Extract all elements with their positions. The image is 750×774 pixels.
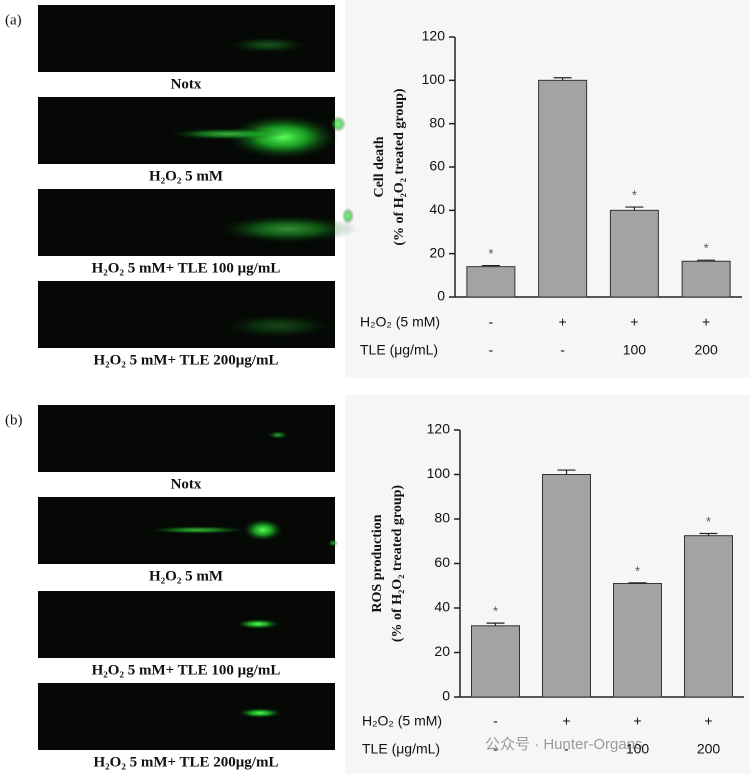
y-tick-label: 80 (429, 114, 445, 130)
fluorescence-signal (148, 526, 248, 534)
condition-value: 100 (623, 342, 647, 358)
fluorescence-signal (330, 116, 346, 132)
fluorescence-signal (236, 619, 280, 629)
fluorescence-signal (342, 208, 354, 224)
condition-value: + (633, 713, 641, 729)
condition-value: 200 (694, 342, 718, 358)
y-tick-label: 40 (434, 599, 450, 615)
y-tick-label: 40 (429, 201, 445, 217)
condition-label: TLE (μg/mL) (362, 741, 440, 757)
condition-label: TLE (μg/mL) (360, 342, 438, 358)
y-tick-label: 60 (429, 158, 445, 174)
bar (609, 209, 659, 298)
significance-mark: * (635, 563, 640, 578)
panel-label: (b) (5, 412, 23, 428)
y-axis-label: (% of H₂O₂ treated group) (392, 88, 407, 246)
fluorescence-signal (268, 431, 288, 439)
y-tick-label: 20 (429, 244, 445, 260)
bar (613, 583, 662, 698)
condition-label: H₂O₂ (5 mM) (360, 314, 440, 330)
significance-mark: * (706, 514, 711, 529)
fluorescence-signal (238, 708, 282, 718)
fluorescence-image (38, 405, 335, 472)
fluorescence-image (38, 683, 335, 750)
bar (471, 625, 520, 698)
y-tick-label: 100 (427, 465, 451, 481)
significance-mark: * (493, 604, 498, 619)
bar (681, 260, 731, 298)
condition-label: H₂O₂ (5 mM) (362, 713, 442, 729)
fluorescence-signal (328, 539, 338, 547)
image-caption: H₂O₂ 5 mM+ TLE 200μg/mL (94, 352, 279, 368)
y-tick-label: 0 (442, 688, 450, 704)
bar (538, 79, 588, 298)
condition-value: + (630, 314, 638, 330)
condition-value: - (560, 342, 565, 358)
bar (466, 266, 516, 298)
condition-value: + (702, 314, 710, 330)
fluorescence-signal (223, 314, 333, 338)
condition-value: - (493, 741, 498, 757)
significance-mark: * (632, 188, 637, 203)
bar (542, 474, 591, 698)
condition-value: + (559, 314, 567, 330)
watermark: 公众号 · Hunter-Organs (485, 736, 643, 753)
y-tick-label: 80 (434, 510, 450, 526)
condition-value: - (564, 741, 569, 757)
significance-mark: * (488, 246, 493, 261)
condition-value: + (704, 713, 712, 729)
image-caption: H₂O₂ 5 mM (149, 568, 223, 584)
condition-value: - (489, 342, 494, 358)
y-tick-label: 120 (427, 421, 451, 437)
condition-value: 200 (697, 741, 721, 757)
bar (684, 535, 733, 698)
y-tick-label: 120 (422, 28, 446, 44)
condition-value: - (489, 314, 494, 330)
fluorescence-signal (243, 519, 283, 541)
condition-value: 100 (626, 741, 650, 757)
y-tick-label: 20 (434, 643, 450, 659)
y-axis-label: Cell death (372, 136, 387, 197)
panel-label: (a) (5, 12, 22, 28)
condition-value: + (562, 713, 570, 729)
fluorescence-image (38, 591, 335, 658)
y-tick-label: 100 (422, 71, 446, 87)
y-axis-label: ROS production (370, 514, 385, 612)
y-axis-label: (% of H₂O₂ treated group) (390, 485, 405, 643)
image-caption: Notx (171, 476, 202, 492)
y-tick-label: 0 (437, 288, 445, 304)
condition-value: - (493, 713, 498, 729)
significance-mark: * (704, 241, 709, 256)
y-tick-label: 60 (434, 554, 450, 570)
fluorescence-signal (168, 128, 288, 140)
image-caption: H₂O₂ 5 mM (149, 168, 223, 184)
fluorescence-signal (218, 215, 358, 243)
image-caption: H₂O₂ 5 mM+ TLE 200μg/mL (94, 754, 279, 770)
image-caption: Notx (171, 76, 202, 92)
fluorescence-signal (228, 115, 338, 159)
image-caption: H₂O₂ 5 mM+ TLE 100 μg/mL (92, 662, 281, 678)
image-caption: H₂O₂ 5 mM+ TLE 100 μg/mL (92, 260, 281, 276)
fluorescence-signal (228, 37, 308, 53)
